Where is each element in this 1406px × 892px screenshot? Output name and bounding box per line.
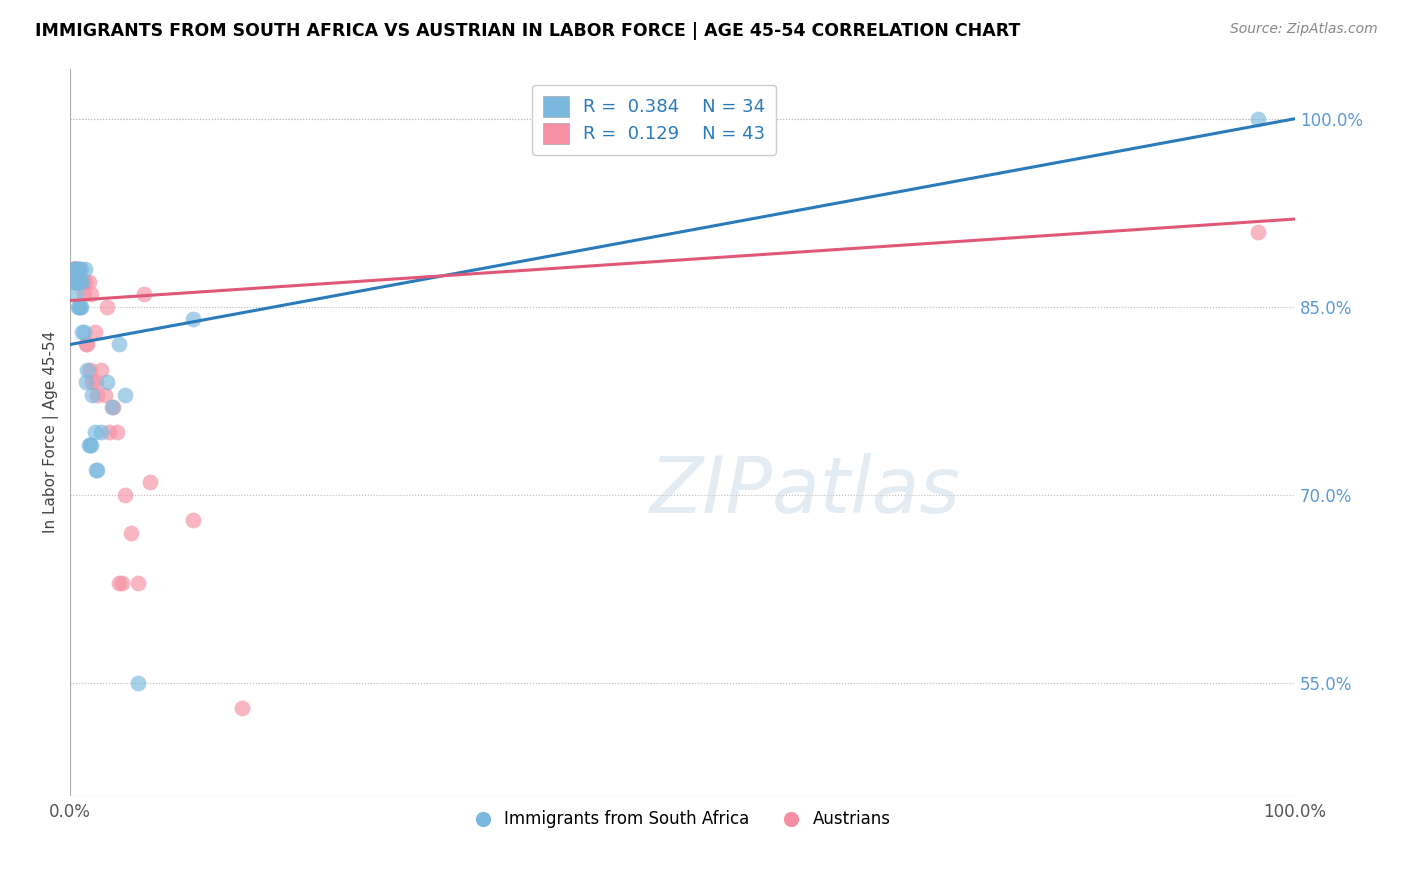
Point [86,387,108,401]
Text: ZIPatlas: ZIPatlas [650,452,960,528]
Point [65,275,87,289]
Point [101,401,124,415]
Point [65,275,87,289]
Point [96,375,118,389]
Point [69,275,91,289]
Text: Source: ZipAtlas.com: Source: ZipAtlas.com [1230,22,1378,37]
Point [114,387,136,401]
Point [80,438,103,452]
Point [63,262,86,277]
Point [76,362,98,376]
Point [67,275,90,289]
Point [77,438,100,452]
Point [84,463,107,477]
Point [93,387,115,401]
Point [67,262,90,277]
Point [73,262,96,277]
Point [79,438,101,452]
Point [69,300,91,314]
Point [65,287,87,301]
Point [108,575,131,590]
Point [65,275,87,289]
Y-axis label: In Labor Force | Age 45-54: In Labor Force | Age 45-54 [44,331,59,533]
Point [83,325,105,339]
Point [1247,112,1270,126]
Point [72,275,94,289]
Point [63,262,86,277]
Point [132,287,155,301]
Point [63,262,86,277]
Point [63,262,86,277]
Point [181,312,204,326]
Point [65,275,87,289]
Point [114,488,136,502]
Point [70,300,93,314]
Point [181,513,204,527]
Point [73,275,96,289]
Point [86,463,108,477]
Point [75,337,97,351]
Point [96,300,118,314]
Text: IMMIGRANTS FROM SOUTH AFRICA VS AUSTRIAN IN LABOR FORCE | AGE 45-54 CORRELATION : IMMIGRANTS FROM SOUTH AFRICA VS AUSTRIAN… [35,22,1021,40]
Point [73,325,96,339]
Point [67,300,90,314]
Point [75,375,97,389]
Point [72,275,94,289]
Point [70,275,93,289]
Point [80,287,103,301]
Point [90,425,112,440]
Point [63,262,86,277]
Point [105,425,128,440]
Point [66,300,89,314]
Point [121,525,143,540]
Point [79,362,101,376]
Point [63,275,86,289]
Point [82,375,104,389]
Point [108,337,131,351]
Point [83,425,105,440]
Point [72,325,94,339]
Point [66,262,89,277]
Point [66,262,89,277]
Point [77,275,100,289]
Point [101,401,124,415]
Point [63,262,86,277]
Point [67,275,90,289]
Point [1247,225,1270,239]
Point [66,275,89,289]
Point [62,262,84,277]
Point [231,701,253,715]
Point [82,387,104,401]
Point [69,275,91,289]
Point [76,337,98,351]
Point [70,262,93,277]
Point [139,475,162,490]
Point [84,375,107,389]
Point [73,287,96,301]
Point [90,362,112,376]
Legend: Immigrants from South Africa, Austrians: Immigrants from South Africa, Austrians [468,804,897,835]
Point [127,575,149,590]
Point [127,676,149,690]
Point [111,575,134,590]
Point [66,262,89,277]
Point [98,425,121,440]
